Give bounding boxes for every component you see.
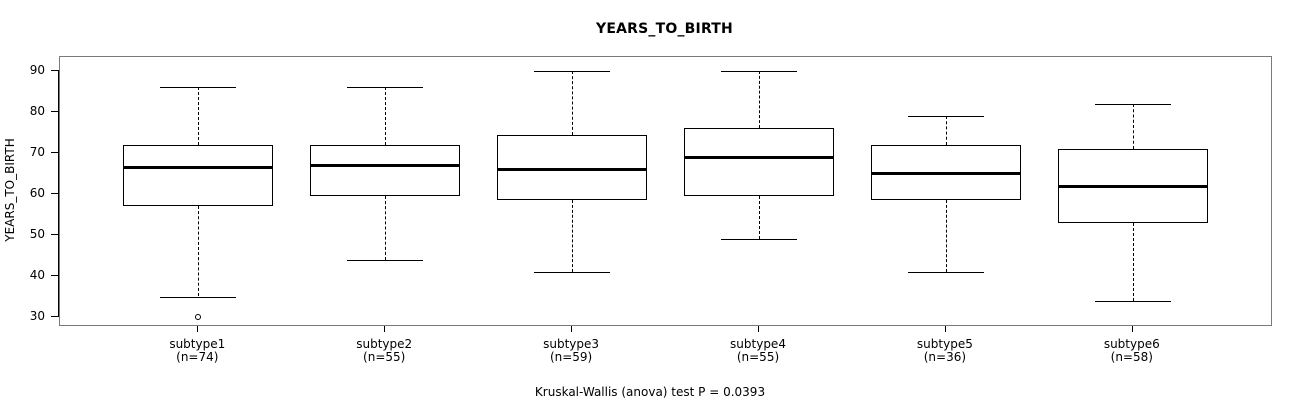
median-line-subtype4 <box>684 156 834 160</box>
upper-whisker-line <box>759 70 760 129</box>
median-line-subtype3 <box>497 168 648 172</box>
upper-whisker-cap <box>907 116 984 118</box>
x-tick <box>571 326 573 332</box>
y-tick-label: 60 <box>29 186 45 200</box>
group-sample-size: (n=55) <box>736 350 780 364</box>
group-sample-size: (n=74) <box>176 350 219 364</box>
iqr-box-subtype5 <box>870 144 1021 201</box>
x-tick <box>944 326 946 332</box>
iqr-box-subtype2 <box>310 144 461 197</box>
y-tick <box>51 111 58 112</box>
y-axis-line <box>58 69 59 317</box>
x-tick <box>384 326 386 332</box>
y-tick <box>51 152 58 153</box>
plot-area <box>59 56 1272 326</box>
outlier-point <box>195 314 202 320</box>
lower-whisker-cap <box>160 296 237 298</box>
lower-whisker-line <box>572 200 574 272</box>
upper-whisker-cap <box>721 70 797 72</box>
chart-title: YEARS_TO_BIRTH <box>596 21 733 37</box>
upper-whisker-line <box>945 116 947 145</box>
upper-whisker-line <box>1132 103 1134 149</box>
group-sample-size: (n=58) <box>1110 350 1153 364</box>
lower-whisker-line <box>385 196 387 260</box>
median-line-subtype1 <box>123 166 274 170</box>
y-tick <box>51 316 58 317</box>
group-name: subtype5 <box>916 337 973 351</box>
iqr-box-subtype3 <box>497 134 648 201</box>
x-tick <box>197 326 199 332</box>
x-tick-label-subtype3: subtype3 (n=59) <box>486 338 656 364</box>
lower-whisker-cap <box>534 271 611 273</box>
group-name: subtype4 <box>730 337 786 351</box>
lower-whisker-line <box>945 200 947 272</box>
lower-whisker-cap <box>721 239 797 241</box>
lower-whisker-cap <box>1094 300 1171 302</box>
y-tick-label: 50 <box>29 227 45 241</box>
lower-whisker-line <box>759 196 760 240</box>
x-tick-label-subtype2: subtype2 (n=55) <box>299 338 469 364</box>
y-tick-label: 90 <box>29 63 45 77</box>
median-line-subtype5 <box>870 172 1021 176</box>
x-tick <box>1131 326 1133 332</box>
group-name: subtype3 <box>543 337 600 351</box>
upper-whisker-cap <box>347 87 424 89</box>
upper-whisker-cap <box>534 70 611 72</box>
iqr-box-subtype4 <box>684 128 834 197</box>
stat-test-note: Kruskal-Wallis (anova) test P = 0.0393 <box>534 385 766 399</box>
y-tick <box>51 193 58 194</box>
group-name: subtype1 <box>169 337 226 351</box>
x-tick-label-subtype5: subtype5 (n=36) <box>860 338 1030 364</box>
x-tick-label-subtype1: subtype1 (n=74) <box>112 338 282 364</box>
group-name: subtype6 <box>1103 337 1160 351</box>
y-tick-label: 80 <box>29 104 45 118</box>
y-tick-label: 30 <box>29 309 45 323</box>
group-sample-size: (n=55) <box>363 350 406 364</box>
lower-whisker-line <box>1132 222 1134 301</box>
median-line-subtype6 <box>1057 184 1208 188</box>
group-sample-size: (n=36) <box>923 350 967 364</box>
x-tick-label-subtype6: subtype6 (n=58) <box>1047 338 1217 364</box>
upper-whisker-cap <box>160 87 237 89</box>
group-name: subtype2 <box>356 337 413 351</box>
x-tick <box>758 326 759 332</box>
iqr-box-subtype1 <box>123 144 274 207</box>
y-tick-label: 70 <box>29 145 45 159</box>
median-line-subtype2 <box>310 164 461 168</box>
lower-whisker-cap <box>907 271 984 273</box>
upper-whisker-line <box>385 87 387 145</box>
upper-whisker-line <box>198 87 200 145</box>
upper-whisker-cap <box>1094 103 1171 105</box>
group-sample-size: (n=59) <box>549 350 593 364</box>
y-tick <box>51 70 58 71</box>
y-tick <box>51 275 58 276</box>
upper-whisker-line <box>572 70 574 135</box>
x-tick-label-subtype4: subtype4 (n=55) <box>673 338 843 364</box>
y-tick <box>51 234 58 235</box>
y-tick-label: 40 <box>29 268 45 282</box>
lower-whisker-cap <box>347 259 424 261</box>
lower-whisker-line <box>198 206 200 297</box>
